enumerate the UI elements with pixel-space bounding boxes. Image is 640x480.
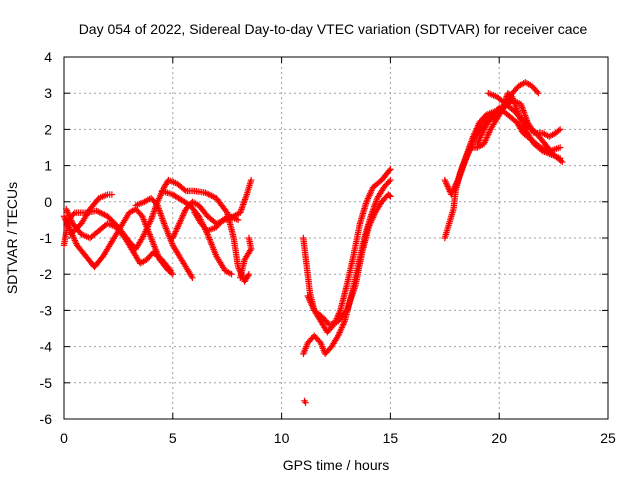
y-tick-label: 0	[44, 194, 52, 210]
data-point	[535, 90, 542, 97]
data-point	[247, 176, 255, 184]
data-points	[60, 79, 566, 406]
data-point	[387, 166, 394, 173]
data-point	[244, 272, 252, 279]
y-tick-label: 3	[44, 85, 52, 101]
data-point	[386, 192, 393, 199]
y-tick-label: -6	[40, 411, 53, 427]
data-point	[181, 186, 188, 193]
data-point	[533, 88, 541, 95]
data-point	[385, 178, 393, 185]
data-point	[556, 126, 564, 133]
y-tick-label: -5	[40, 375, 53, 391]
y-tick-label: -2	[40, 266, 53, 282]
data-point	[169, 271, 176, 278]
data-point	[166, 266, 173, 273]
data-point	[234, 216, 242, 224]
x-axis-label: GPS time / hours	[283, 457, 390, 473]
data-point	[167, 267, 174, 274]
chart-title: Day 054 of 2022, Sidereal Day-to-day VTE…	[79, 21, 588, 37]
data-point	[302, 399, 309, 406]
data-point	[387, 193, 394, 200]
data-point	[387, 176, 394, 184]
data-point	[222, 208, 230, 215]
x-tick-label: 20	[491, 430, 507, 446]
y-tick-label: -3	[40, 302, 53, 318]
y-tick-label: -1	[40, 230, 53, 246]
y-tick-label: 4	[44, 49, 52, 65]
y-tick-label: 2	[44, 121, 52, 137]
x-tick-label: 0	[60, 430, 68, 446]
y-tick-label: 1	[44, 158, 52, 174]
data-point	[228, 271, 235, 278]
y-tick-label: -4	[40, 339, 53, 355]
data-point	[559, 158, 566, 166]
grid-lines	[64, 57, 608, 419]
x-tick-label: 15	[383, 430, 399, 446]
data-point	[316, 338, 323, 345]
x-tick-label: 25	[600, 430, 616, 446]
data-point	[386, 167, 393, 174]
data-point	[557, 157, 565, 164]
data-point	[189, 274, 196, 282]
data-point	[237, 274, 244, 282]
x-tick-label: 10	[274, 430, 290, 446]
y-axis-label: SDTVAR / TECUs	[4, 182, 20, 294]
data-point	[108, 191, 116, 198]
x-tick-label: 5	[169, 430, 177, 446]
data-point	[556, 144, 564, 151]
data-point	[245, 271, 253, 278]
data-point	[555, 127, 562, 134]
